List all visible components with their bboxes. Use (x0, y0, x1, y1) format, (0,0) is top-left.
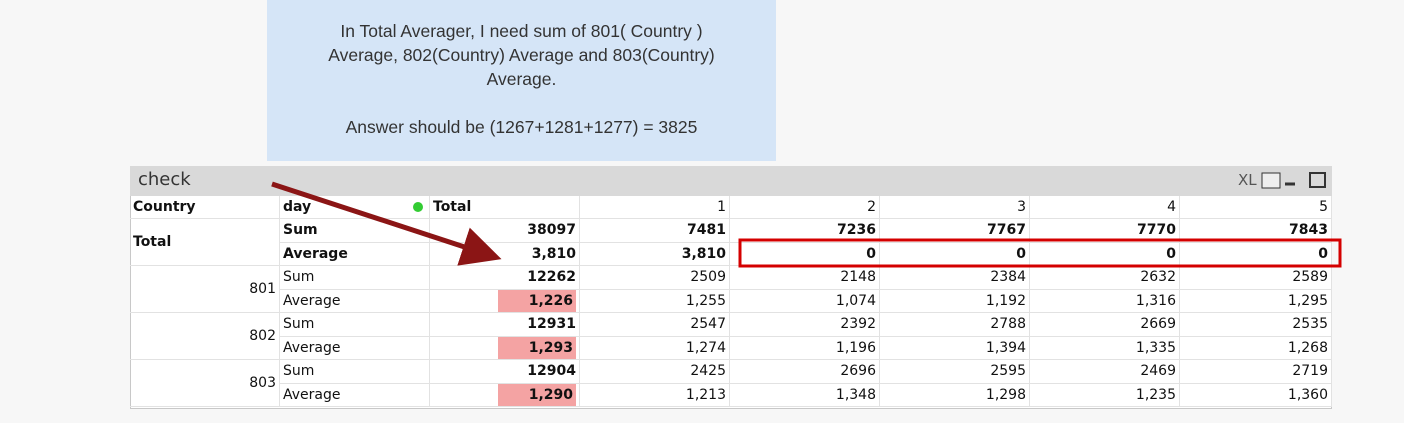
total-value: 0 (730, 243, 880, 266)
value-cell: 2148 (730, 266, 880, 290)
highlighted-value: 1,293 (498, 337, 576, 359)
total-value: 3,810 (430, 243, 580, 266)
measure-label: Average (280, 243, 430, 266)
title-bar (130, 166, 1332, 196)
note-line: Average, 802(Country) Average and 803(Co… (328, 45, 715, 65)
note-line: Average. (486, 69, 557, 89)
value-cell: 1,348 (730, 384, 880, 407)
value-cell: 2469 (1030, 360, 1180, 384)
value-cell: 1,295 (1180, 290, 1332, 313)
window-title: check (138, 169, 191, 190)
value-cell: 1,074 (730, 290, 880, 313)
value-cell: 2719 (1180, 360, 1332, 384)
value-cell: 2509 (580, 266, 730, 290)
value-cell: 1,196 (730, 337, 880, 360)
value-cell: 1,255 (580, 290, 730, 313)
value-cell: 1,226 (430, 290, 580, 313)
total-value: 7767 (880, 219, 1030, 243)
value-cell: 1,235 (1030, 384, 1180, 407)
value-cell: 2669 (1030, 313, 1180, 337)
value-cell: 2632 (1030, 266, 1180, 290)
measure-label: Sum (280, 360, 430, 384)
value-cell: 2589 (1180, 266, 1332, 290)
column-header: 3 (880, 196, 1030, 219)
row-header: 803 (130, 360, 280, 407)
total-value: 0 (1030, 243, 1180, 266)
value-cell: 2425 (580, 360, 730, 384)
value-cell: 12931 (430, 313, 580, 337)
value-cell: 1,298 (880, 384, 1030, 407)
value-cell: 1,316 (1030, 290, 1180, 313)
column-header: 1 (580, 196, 730, 219)
xl-button[interactable]: XL (1238, 171, 1257, 189)
highlighted-value: 1,226 (498, 290, 576, 312)
column-header: Total (430, 196, 580, 219)
total-value: 3,810 (580, 243, 730, 266)
total-value: 7770 (1030, 219, 1180, 243)
total-value: 7843 (1180, 219, 1332, 243)
measure-label: Sum (280, 266, 430, 290)
measure-label: Average (280, 384, 430, 407)
note-line: Answer should be (1267+1281+1277) = 3825 (345, 117, 698, 137)
value-cell: 2384 (880, 266, 1030, 290)
annotation-note: In Total Averager, I need sum of 801( Co… (267, 0, 776, 161)
value-cell: 2696 (730, 360, 880, 384)
total-value: 7236 (730, 219, 880, 243)
window-icons (1261, 172, 1326, 189)
column-header: 5 (1180, 196, 1332, 219)
value-cell: 1,274 (580, 337, 730, 360)
value-cell: 2392 (730, 313, 880, 337)
note-line: In Total Averager, I need sum of 801( Co… (340, 21, 703, 41)
sum-icon[interactable] (1261, 172, 1281, 189)
value-cell: 1,360 (1180, 384, 1332, 407)
value-cell: 2788 (880, 313, 1030, 337)
value-cell: 1,213 (580, 384, 730, 407)
total-value: 7481 (580, 219, 730, 243)
column-header: 2 (730, 196, 880, 219)
column-header: day (280, 196, 430, 219)
total-value: 38097 (430, 219, 580, 243)
row-header: Total (130, 219, 280, 266)
total-value: 0 (880, 243, 1030, 266)
measure-label: Average (280, 337, 430, 360)
column-header: Country (130, 196, 280, 219)
value-cell: 1,192 (880, 290, 1030, 313)
maximize-icon[interactable] (1309, 172, 1326, 188)
value-cell: 2595 (880, 360, 1030, 384)
value-cell: 2547 (580, 313, 730, 337)
value-cell: 1,335 (1030, 337, 1180, 360)
measure-label: Average (280, 290, 430, 313)
row-header: 802 (130, 313, 280, 360)
total-value: 0 (1180, 243, 1332, 266)
column-header: 4 (1030, 196, 1180, 219)
status-dot (413, 202, 423, 212)
highlighted-value: 1,290 (498, 384, 576, 406)
value-cell: 1,293 (430, 337, 580, 360)
measure-label: Sum (280, 219, 430, 243)
value-cell: 1,290 (430, 384, 580, 407)
value-cell: 2535 (1180, 313, 1332, 337)
value-cell: 1,268 (1180, 337, 1332, 360)
value-cell: 12904 (430, 360, 580, 384)
measure-label: Sum (280, 313, 430, 337)
value-cell: 1,394 (880, 337, 1030, 360)
value-cell: 12262 (430, 266, 580, 290)
row-header: 801 (130, 266, 280, 313)
